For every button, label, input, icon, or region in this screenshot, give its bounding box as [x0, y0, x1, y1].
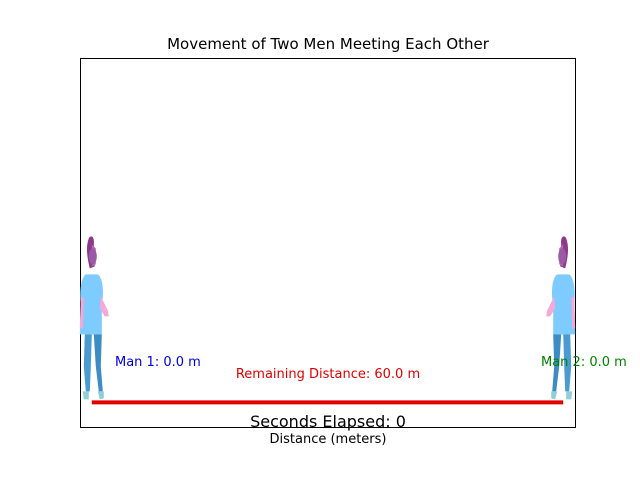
remaining-distance-label: Remaining Distance: 60.0 m — [236, 367, 420, 382]
standing-person-icon — [546, 236, 576, 400]
man-2-figure — [546, 236, 576, 400]
man-2-label: Man 2: 0.0 m — [541, 355, 627, 370]
man-1-label: Man 1: 0.0 m — [115, 355, 201, 370]
standing-person-icon — [79, 236, 109, 400]
plot-area-frame — [80, 58, 576, 428]
chart-marks — [79, 236, 576, 405]
x-axis-label: Distance (meters) — [270, 432, 387, 447]
seconds-elapsed-label: Seconds Elapsed: 0 — [250, 412, 406, 431]
man-1-figure — [79, 236, 109, 400]
chart-title: Movement of Two Men Meeting Each Other — [167, 35, 490, 53]
